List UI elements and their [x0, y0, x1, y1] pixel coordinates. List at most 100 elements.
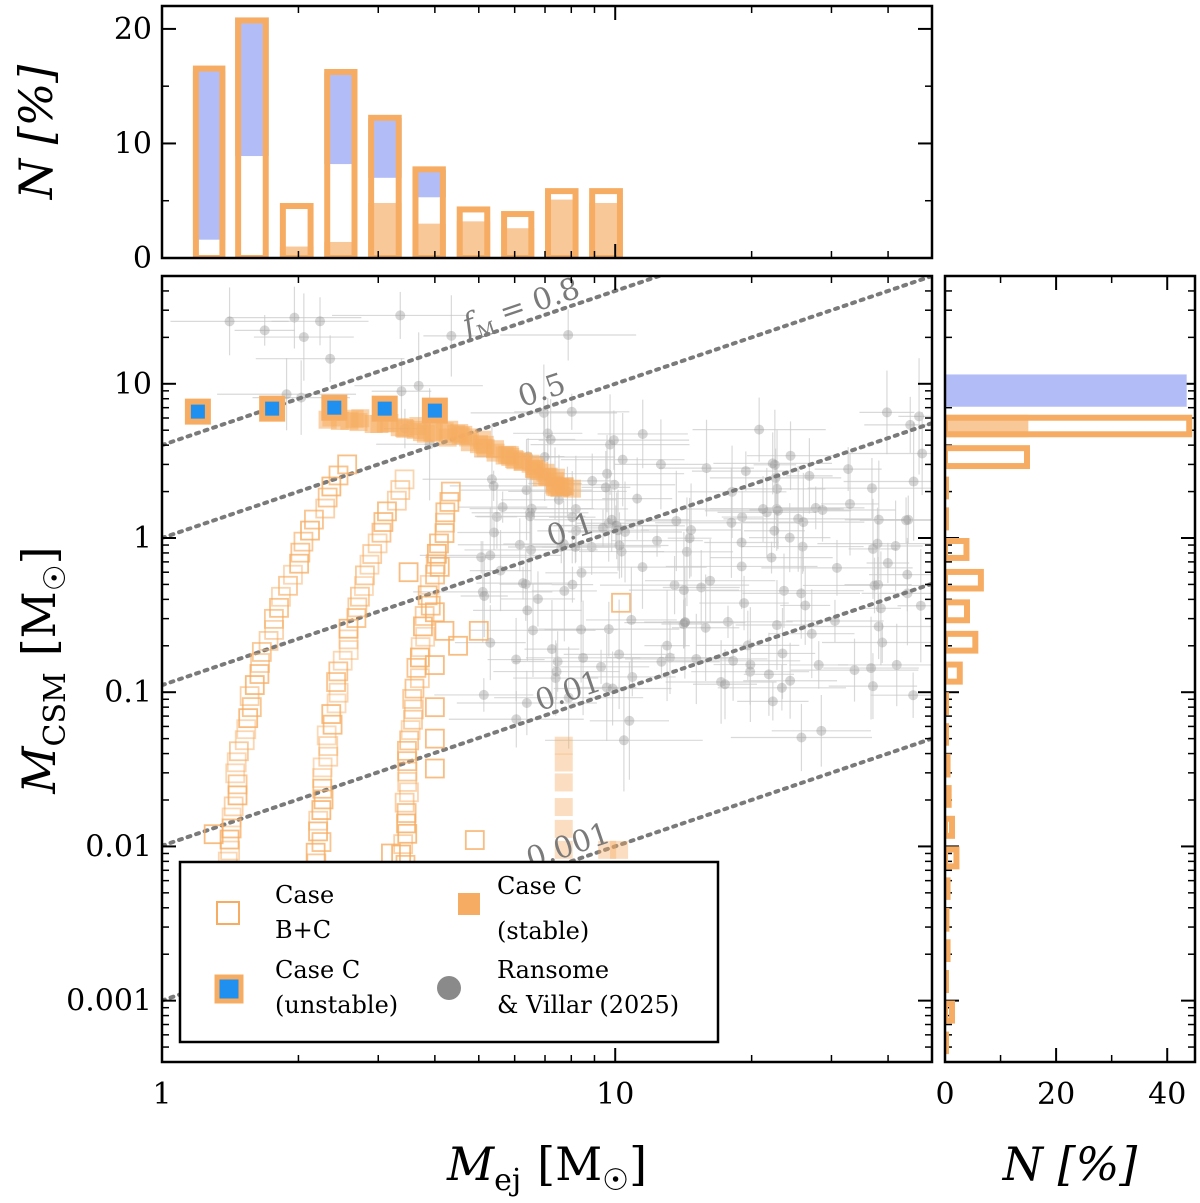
case-bc-square [227, 774, 248, 795]
right-bar-case-bc [945, 599, 970, 624]
grey-point [915, 600, 926, 611]
case-bc-square [448, 635, 468, 656]
top-histogram-bars [192, 17, 623, 258]
grey-point [720, 679, 731, 690]
grey-point [626, 614, 637, 625]
case-bc-square [350, 586, 370, 607]
case-bc-square [399, 782, 419, 803]
case-bc-square [219, 829, 240, 850]
grey-point [872, 538, 883, 549]
case-bc-square [308, 821, 328, 842]
legend-marker-case-bc [216, 901, 240, 925]
grey-point [566, 406, 577, 417]
case-bc-square [234, 730, 255, 751]
case-bc-square [269, 597, 289, 618]
case-bc-square [413, 616, 433, 637]
grey-point [578, 652, 589, 663]
right-bar-case-bc [945, 414, 1193, 438]
right-bar-case-bc [945, 877, 951, 900]
case-bc-square [305, 842, 326, 863]
case-bc-square [250, 653, 270, 673]
right-bar-case-bc [945, 1000, 955, 1024]
legend: Case B+C Case C (stable) Case C (unstabl… [178, 860, 720, 1044]
case-bc-square [221, 807, 242, 828]
case-bc-square [396, 813, 416, 834]
case-bc-square [403, 699, 424, 720]
grey-point [655, 459, 666, 470]
case-bc-square [424, 697, 445, 718]
grey-point [600, 482, 611, 493]
case-bc-square [435, 512, 455, 533]
grey-point [656, 656, 667, 667]
case-bc-square [359, 554, 380, 575]
top-histogram-frame [160, 4, 934, 260]
grey-point [479, 590, 490, 601]
grey-point [526, 503, 537, 514]
grey-point [478, 689, 489, 700]
grey-point [767, 696, 778, 707]
grey-point [527, 625, 538, 636]
case-c-unstable-square [321, 394, 348, 421]
grey-point [882, 557, 893, 568]
case-bc-square [435, 502, 456, 523]
grey-point [817, 504, 828, 515]
case-bc-square [315, 498, 336, 519]
legend-marker-case-c-unstable [214, 974, 244, 1004]
grey-point [736, 561, 747, 572]
grey-point [525, 511, 536, 522]
grey-point [608, 435, 619, 446]
grey-point [606, 514, 617, 525]
grey-point [829, 615, 840, 626]
case-bc-square [440, 481, 461, 502]
case-bc-square [263, 608, 284, 629]
legend-marker-ransome-villar [437, 976, 461, 1000]
case-bc-square [397, 740, 417, 761]
case-bc-square [312, 757, 333, 778]
case-bc-square [311, 800, 332, 820]
grey-point [637, 562, 648, 573]
grey-point [796, 732, 807, 743]
grey-point [446, 330, 457, 341]
case-bc-square [326, 693, 347, 714]
grey-point [700, 622, 711, 633]
grey-point [545, 434, 556, 445]
legend-ransome-villar-line1: Ransome [497, 956, 609, 984]
case-bc-square [249, 664, 270, 684]
grey-point [784, 532, 795, 543]
grey-point [831, 562, 842, 573]
grey-point [769, 525, 780, 536]
case-bc-square [317, 487, 338, 508]
right-bar-case-bc [945, 939, 951, 963]
case-bc-square [308, 810, 329, 831]
grey-point [618, 735, 629, 746]
top-ytick-label: 0 [133, 241, 152, 276]
grey-point [514, 539, 525, 550]
grey-point [637, 428, 648, 439]
right-xtick-label: 40 [1148, 1077, 1186, 1112]
grey-point [678, 585, 689, 596]
case-bc-square [397, 751, 418, 772]
fm-line [162, 276, 666, 448]
right-bar-case-bc [945, 753, 951, 778]
case-bc-square [425, 564, 445, 585]
case-bc-square [386, 490, 407, 511]
grey-point [696, 582, 707, 593]
legend-case-c-unstable-line1: Case C [275, 956, 360, 984]
grey-point [705, 575, 716, 586]
case-bc-square [326, 672, 346, 692]
case-bc-square [429, 556, 450, 577]
grey-point [602, 468, 613, 479]
case-bc-square [424, 655, 445, 675]
right-xlabel: N [%] [1002, 1137, 1138, 1191]
case-bc-square [414, 606, 435, 626]
grey-point [686, 524, 697, 535]
grey-point [796, 588, 807, 599]
case-bc-square [271, 586, 291, 607]
grey-point [553, 494, 564, 505]
grey-point [917, 448, 928, 459]
case-bc-square [409, 647, 430, 668]
case-c-unstable-square [259, 395, 286, 422]
case-bc-square [318, 746, 339, 767]
case-bc-square [426, 543, 447, 564]
case-bc-square [313, 789, 334, 810]
